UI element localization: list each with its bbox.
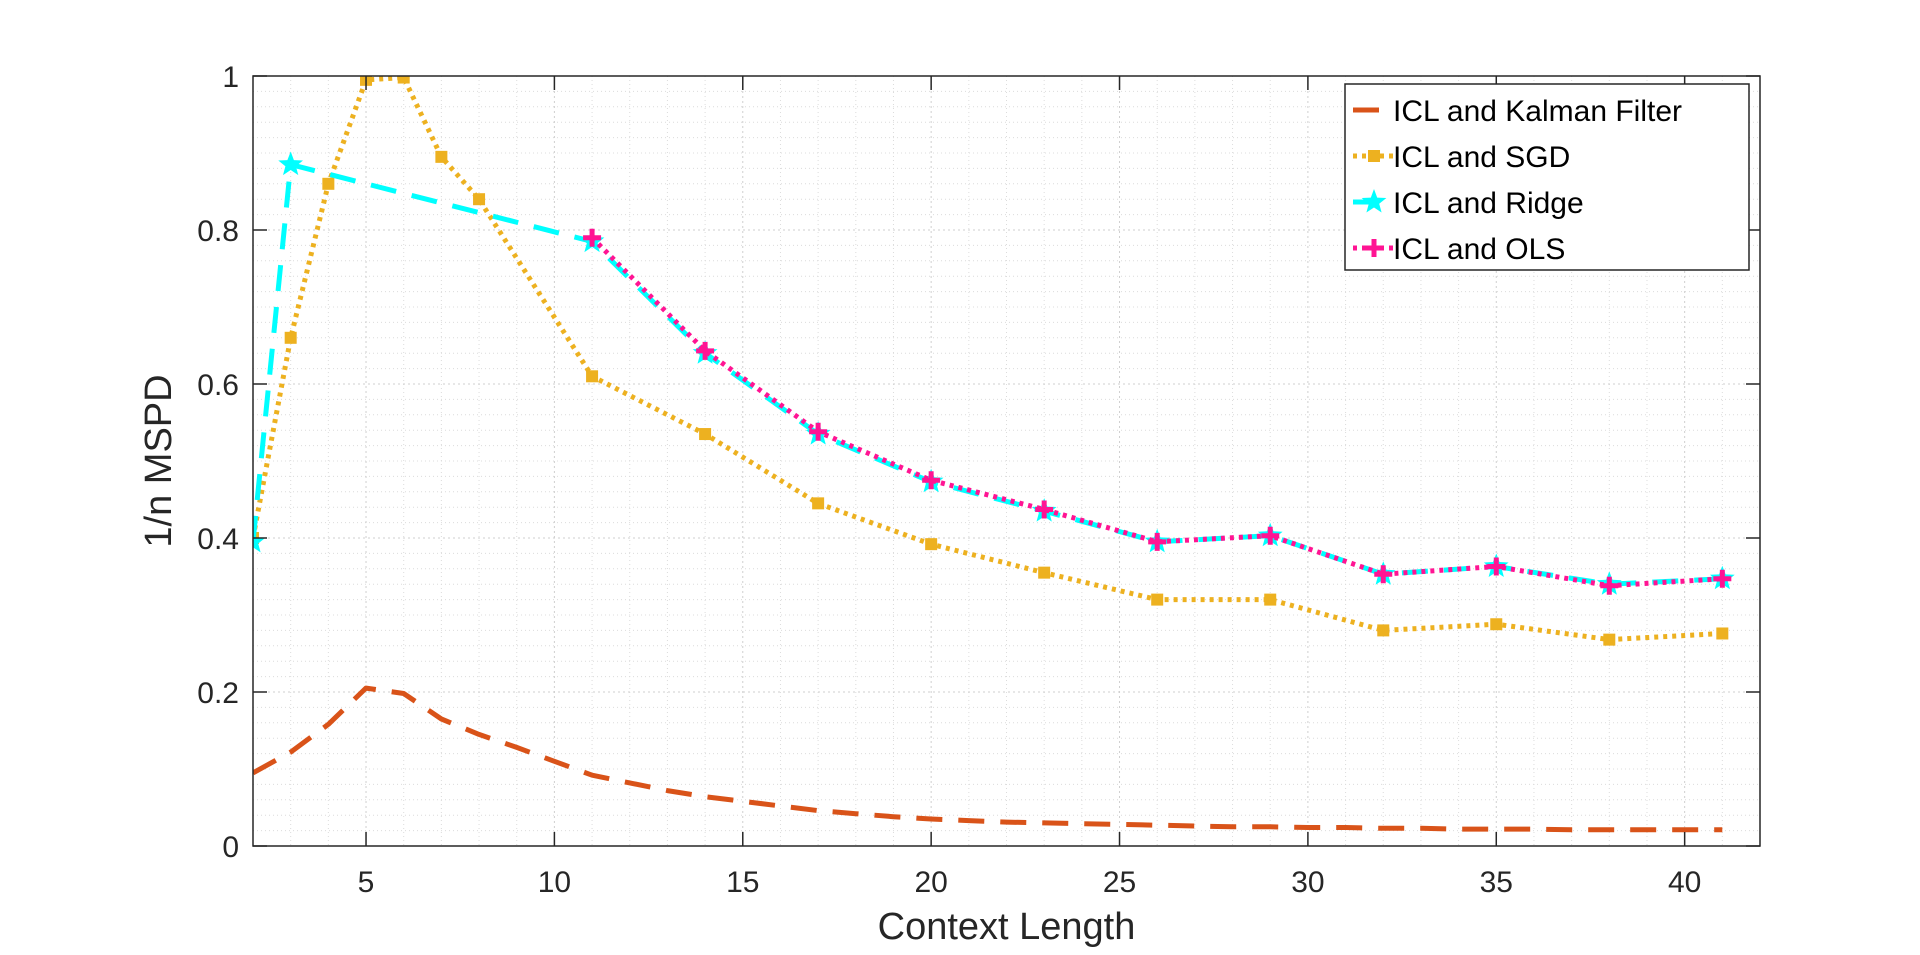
data-point (922, 471, 941, 490)
series-3 (583, 228, 1732, 595)
data-point (1716, 627, 1729, 640)
x-tick-labels: 5 10 15 20 25 30 35 40 (358, 866, 1702, 899)
legend-marker (1365, 239, 1383, 257)
x-tick-label: 5 (358, 866, 375, 899)
legend: ICL and Kalman Filter ICL and SGD ICL and … (1344, 83, 1750, 271)
legend-marker (1361, 189, 1387, 213)
data-point (1487, 557, 1506, 576)
x-tick-label: 15 (726, 866, 759, 899)
y-tick-label: 0.6 (197, 369, 239, 402)
data-point (1148, 532, 1167, 551)
data-point (1603, 633, 1616, 646)
data-point (586, 370, 599, 383)
data-point (1374, 565, 1393, 584)
legend-item: ICL and SGD (1353, 141, 1570, 174)
data-point (435, 150, 448, 163)
x-axis-title: Context Length (878, 906, 1136, 948)
data-point (812, 497, 825, 510)
data-point (473, 193, 486, 206)
data-point (699, 428, 712, 441)
data-point (253, 528, 266, 553)
y-tick-label: 1 (222, 61, 239, 94)
data-point (1713, 569, 1732, 588)
legend-box (1344, 83, 1750, 271)
x-tick-label: 30 (1291, 866, 1324, 899)
axis-ticks (253, 75, 1760, 847)
x-tick-label: 35 (1480, 866, 1513, 899)
data-point (1035, 500, 1054, 519)
data-point (1151, 593, 1164, 606)
y-tick-label: 0.8 (197, 215, 239, 248)
data-point (809, 422, 828, 441)
series-line (590, 235, 1723, 589)
legend-label: ICL and Kalman Filter (1393, 95, 1682, 128)
series-line (253, 685, 1723, 833)
data-point (397, 76, 410, 84)
data-point (284, 331, 297, 344)
x-tick-label: 10 (538, 866, 571, 899)
y-tick-label: 0.4 (197, 523, 239, 556)
plot-frame (252, 75, 1761, 847)
legend-label: ICL and OLS (1393, 233, 1565, 266)
x-tick-label: 40 (1668, 866, 1701, 899)
data-point (322, 177, 335, 190)
data-point (1377, 624, 1390, 637)
legend-item: ICL and Kalman Filter (1353, 95, 1682, 128)
y-axis-title: 1/n MSPD (138, 374, 180, 547)
legend-label: ICL and Ridge (1393, 187, 1584, 220)
y-tick-labels: 0 0.2 0.4 0.6 0.8 1 (197, 61, 239, 864)
x-tick-label: 20 (914, 866, 947, 899)
legend-item: ICL and Ridge (1353, 187, 1584, 220)
data-point (1261, 526, 1280, 545)
data-point (1490, 618, 1503, 631)
legend-label: ICL and SGD (1393, 141, 1570, 174)
data-point (583, 228, 602, 247)
y-tick-label: 0 (222, 831, 239, 864)
legend-item: ICL and OLS (1353, 233, 1565, 266)
data-point (925, 538, 938, 551)
data-point (1264, 593, 1277, 606)
data-point (278, 151, 303, 176)
x-tick-label: 25 (1103, 866, 1136, 899)
y-tick-label: 0.2 (197, 677, 239, 710)
data-point (1038, 566, 1051, 579)
series-0 (253, 685, 1723, 833)
data-point (696, 341, 715, 360)
legend-marker (1368, 150, 1380, 162)
data-point (1600, 576, 1619, 595)
